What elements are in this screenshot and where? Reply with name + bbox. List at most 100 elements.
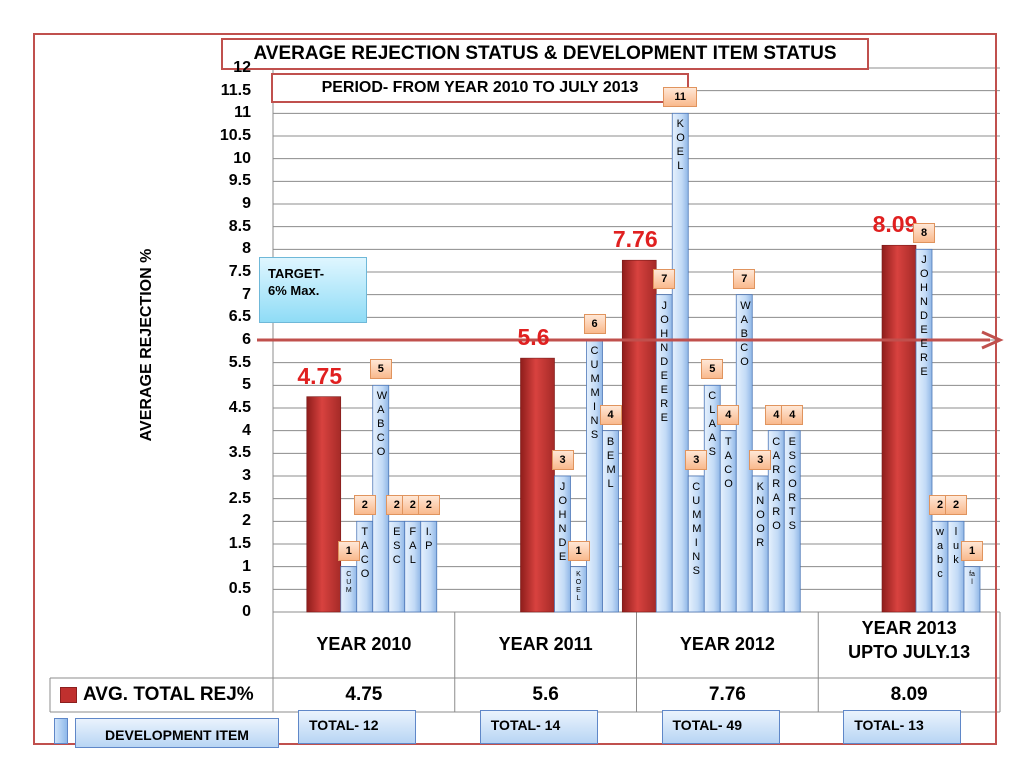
dev-item-name: CLAAS [708,390,717,459]
dev-item-count: 7 [653,268,676,289]
dev-item-bar [963,566,981,613]
category-label-line: YEAR 2010 [316,634,412,654]
category-label-line: YEAR 2011 [498,634,593,654]
y-tick-label: 6.5 [228,308,251,326]
dev-item-count: 1 [567,540,590,561]
dev-item-name: I.P [425,526,433,553]
dev-item-name: KOEL [575,570,582,602]
category-label-line: UPTO JULY.13 [848,642,971,662]
y-tick-label: 10.5 [219,127,251,144]
avg-value-label: 7.76 [612,226,658,253]
legend-dev-swatch [54,718,68,744]
dev-item-bar [420,520,438,613]
dev-item-name: ESCORTS [788,435,797,532]
dev-item-count: 5 [369,359,392,380]
dev-item-name: CARRARO [772,435,781,532]
y-tick-label: 0.5 [228,580,251,598]
dev-item-name: WABCO [376,390,388,459]
dev-item-name: TACO [724,435,733,490]
y-tick-label: 9.5 [228,172,251,190]
category-label-line: YEAR 2012 [679,634,775,654]
legend-dev-label: DEVELOPMENT ITEM [75,718,279,748]
category-label-line: YEAR 2013 [861,618,957,638]
avg-value-label: 4.75 [297,362,343,389]
dev-item-name: CUM [345,570,352,594]
y-tick-label: 8.5 [228,217,251,235]
dev-item-name: TACO [360,526,370,581]
target-note-line1: TARGET- [268,266,325,281]
avg-bar [520,357,555,613]
avg-bar [621,259,657,613]
dev-item-count: 5 [701,359,724,380]
legend-avg-label: AVG. TOTAL REJ% [83,684,254,705]
legend-avg-swatch [60,687,77,703]
dev-item-count: 7 [733,268,756,289]
legend-avg: AVG. TOTAL REJ% [60,684,254,706]
category-label: YEAR 2012 [680,632,775,656]
dev-item-bar [602,430,619,613]
dev-item-name: fal [969,570,975,586]
dev-item-name: CUMMINS [692,481,702,577]
target-note-line2: 6% Max. [268,283,320,298]
dev-item-bar [783,430,801,613]
dev-item-count: 4 [717,404,740,425]
dev-item-name: JOHNDEERE [660,299,669,424]
dev-item-name: luk [952,526,960,567]
dev-item-name: WABCO [740,299,751,368]
target-note: TARGET- 6% Max. [259,257,367,323]
category-label: YEAR 2010 [316,632,411,656]
chart-frame [33,33,997,745]
table-avg-value: 8.09 [890,684,928,705]
y-tick-label: 12 [233,59,251,76]
dev-item-name: wabc [936,526,944,581]
table-avg-value: 5.6 [532,684,559,705]
dev-item-name: JOHNDEERE [920,254,929,379]
category-label: YEAR 2013 UPTO JULY.13 [848,616,970,664]
total-dev-items: TOTAL- 49 [661,710,780,744]
avg-value-label: 5.6 [517,324,550,351]
dev-item-count: 3 [551,450,574,470]
dev-item-count: 4 [599,404,622,425]
y-tick-label: 3.5 [228,444,251,462]
dev-item-count: 4 [781,404,804,425]
total-dev-items: TOTAL- 12 [298,710,416,744]
table-avg-value: 7.76 [708,684,746,705]
y-tick-label: 2 [242,512,251,530]
total-dev-items: TOTAL- 14 [479,710,598,744]
dev-item-count: 2 [353,495,376,516]
y-tick-label: 8 [242,240,251,258]
chart-title: AVERAGE REJECTION STATUS & DEVELOPMENT I… [221,38,869,70]
y-tick-label: 5.5 [228,353,251,371]
y-tick-label: 0 [242,603,251,620]
dev-item-count: 2 [945,495,967,516]
dev-item-count: 6 [583,314,606,334]
y-tick-label: 9 [242,195,251,212]
y-tick-label: 7 [242,285,251,303]
dev-item-name: ESC [392,526,401,567]
target-arrow-head [981,330,1004,350]
avg-bar [881,244,917,613]
y-axis-label: AVERAGE REJECTION % [138,248,155,442]
dev-item-name: JOHNDE [558,481,568,563]
dev-item-name: FAL [409,526,417,567]
y-tick-label: 2.5 [228,489,251,507]
dev-item-name: CUMMINS [590,345,600,441]
avg-value-label: 8.09 [872,211,918,238]
y-tick-label: 11.5 [220,81,251,99]
y-tick-label: 10 [233,149,251,167]
category-label: YEAR 2011 [499,632,593,656]
dev-item-count: 1 [961,540,983,561]
table-avg-value: 4.75 [345,684,383,705]
chart-subtitle: PERIOD- FROM YEAR 2010 TO JULY 2013 [271,73,689,103]
y-tick-label: 6 [242,331,251,348]
y-tick-label: 4.5 [228,399,251,416]
y-tick-label: 3 [242,467,251,484]
y-tick-label: 1.5 [228,535,251,552]
dev-item-count: 8 [913,223,935,244]
dev-item-count: 3 [685,450,708,470]
avg-bar [306,396,342,613]
dev-item-bar [671,112,689,613]
dev-item-name: KOEL [676,118,685,173]
dev-item-count: 1 [337,540,360,561]
